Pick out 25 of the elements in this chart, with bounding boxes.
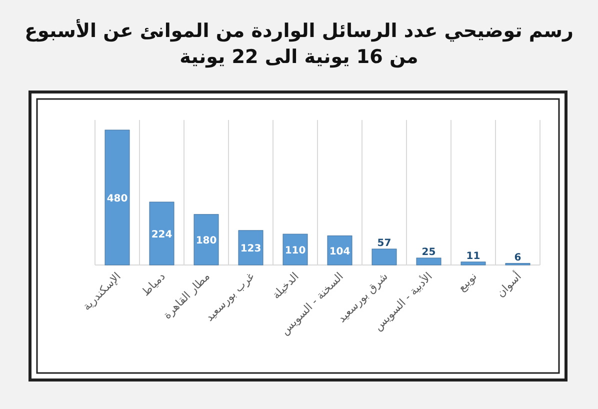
bar — [238, 230, 264, 266]
x-tick-label: دمياط — [139, 270, 168, 299]
data-label: 224 — [151, 230, 172, 240]
bar — [282, 234, 308, 266]
x-tick-label: نويبع — [455, 270, 480, 294]
bar — [460, 262, 486, 266]
data-label: 11 — [466, 250, 480, 262]
bar — [372, 248, 397, 266]
data-label: 110 — [284, 246, 306, 257]
data-label: 57 — [377, 238, 392, 249]
data-label: 180 — [196, 236, 217, 247]
data-label: 6 — [514, 252, 522, 264]
data-label: 25 — [422, 246, 436, 258]
bar — [104, 130, 130, 266]
bar — [149, 202, 174, 266]
data-label: 480 — [106, 194, 128, 204]
data-label: 123 — [240, 244, 262, 255]
x-tick-label: الدخيلة — [270, 270, 302, 302]
x-tick-label: أسوان — [493, 269, 524, 300]
x-tick-label: الإسكندرية — [80, 270, 124, 314]
bar — [416, 258, 442, 266]
bar — [194, 214, 219, 266]
bar — [327, 236, 352, 266]
chart-title: رسم توضيحي عدد الرسائل الواردة من الموانئ عن الأسبوع من 16 يونية الى 22 يونية — [24, 18, 574, 70]
data-label: 104 — [329, 246, 350, 258]
